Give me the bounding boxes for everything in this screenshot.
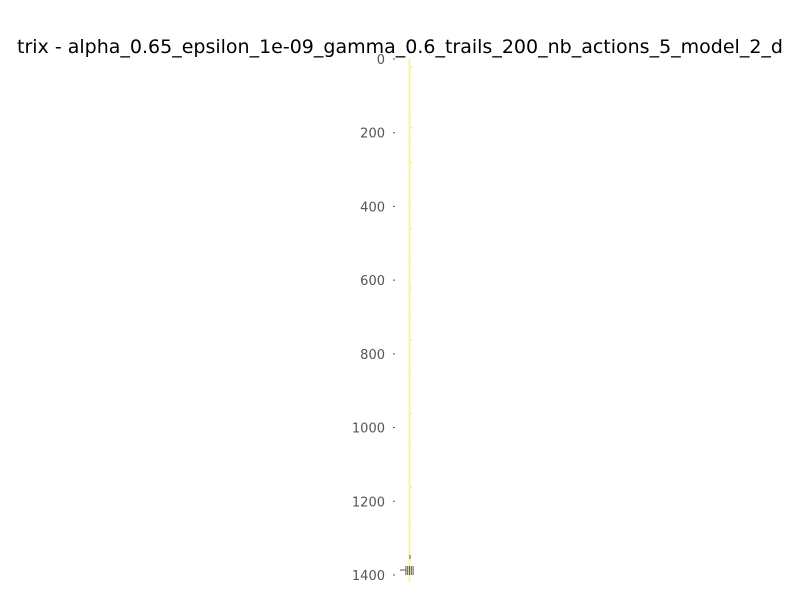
heatmap-column-0 [405, 59, 407, 583]
heatmap-column-2 [408, 59, 411, 583]
heatmap-cell [410, 370, 413, 372]
heatmap-cell [410, 114, 413, 116]
heatmap-cell [410, 127, 413, 129]
heatmap-cell [410, 339, 413, 341]
heatmap-cell [410, 317, 413, 318]
heatmap-cell [410, 138, 413, 140]
heatmap-cell [410, 66, 413, 68]
y-tick-label: 400 [360, 200, 385, 215]
chart-title: trix - alpha_0.65_epsilon_1e-09_gamma_0.… [17, 36, 783, 58]
heatmap-column-4 [412, 59, 414, 583]
x-axis [400, 555, 414, 575]
heatmap-column-3 [410, 59, 413, 583]
y-tick-label: 1400 [352, 569, 385, 584]
heatmap-cell [410, 228, 413, 230]
heatmap-cell [410, 287, 413, 289]
heatmap-cell [410, 525, 413, 527]
plot-area [405, 59, 414, 583]
heatmap-cell [410, 444, 413, 446]
y-tick-label: 1000 [352, 422, 385, 437]
y-tick-label: 800 [360, 348, 385, 363]
y-tick-label: 1200 [352, 495, 385, 510]
y-axis: 0 200 400 600 800 1000 1200 1400 [352, 53, 395, 584]
y-tick-label: 0 [377, 53, 385, 68]
heatmap-cell [410, 412, 413, 414]
heatmap-column-1 [406, 59, 409, 583]
heatmap-cell [410, 486, 413, 488]
heatmap-cell [410, 202, 413, 204]
heatmap-cell [410, 258, 413, 260]
heatmap-cell [410, 162, 413, 164]
y-tick-label: 600 [360, 274, 385, 289]
y-tick-label: 200 [360, 127, 385, 142]
